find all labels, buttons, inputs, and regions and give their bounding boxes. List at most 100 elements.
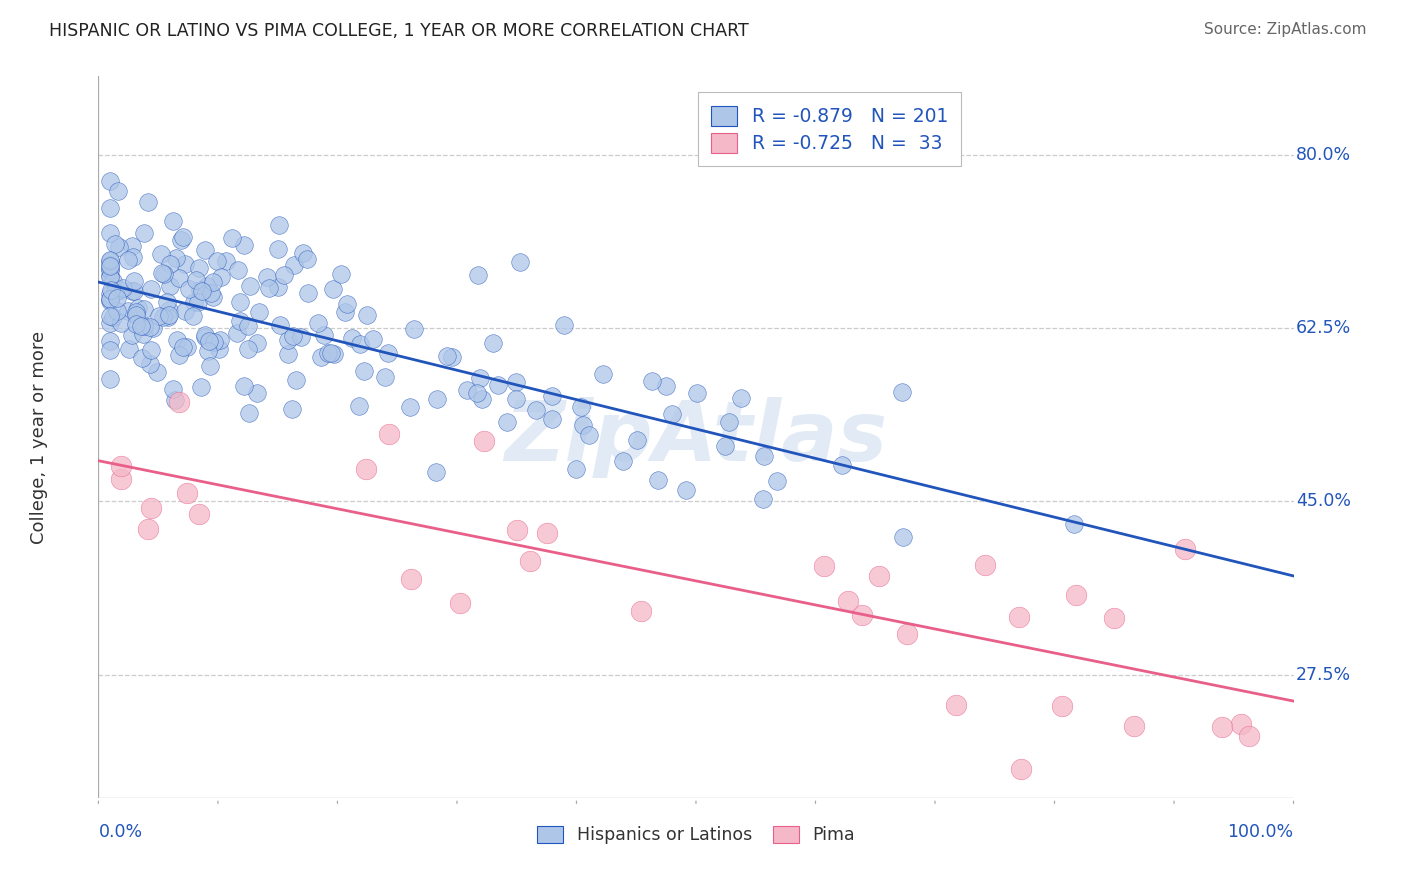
Point xyxy=(675,483,697,498)
Point xyxy=(281,328,304,343)
Point xyxy=(851,608,873,623)
Point xyxy=(208,342,231,356)
Point xyxy=(173,256,195,270)
Point xyxy=(98,258,122,272)
Point xyxy=(232,379,254,393)
Point xyxy=(536,525,558,540)
Point xyxy=(104,237,127,252)
Point xyxy=(564,462,586,476)
Point xyxy=(98,334,122,348)
Point xyxy=(277,333,299,347)
Point xyxy=(197,343,219,358)
Point xyxy=(1010,762,1032,776)
Point xyxy=(973,558,995,572)
Point xyxy=(121,239,143,253)
Point xyxy=(342,331,364,345)
Point xyxy=(139,282,162,296)
Point xyxy=(269,318,291,332)
Point xyxy=(98,292,122,306)
Text: 45.0%: 45.0% xyxy=(1296,492,1351,510)
Point xyxy=(612,454,634,468)
Point xyxy=(329,267,352,281)
Point xyxy=(718,415,741,429)
Point xyxy=(162,382,184,396)
Point xyxy=(540,412,562,426)
Point xyxy=(141,501,163,516)
Point xyxy=(107,184,129,198)
Point xyxy=(105,304,128,318)
Point xyxy=(98,260,122,274)
Point xyxy=(228,294,250,309)
Point xyxy=(398,400,420,414)
Point xyxy=(117,304,139,318)
Point xyxy=(205,254,228,268)
Point xyxy=(110,284,132,298)
Point xyxy=(198,359,221,373)
Point xyxy=(291,246,314,260)
Point xyxy=(233,238,256,252)
Point xyxy=(290,330,312,344)
Point xyxy=(505,375,527,389)
Point xyxy=(333,305,356,319)
Point xyxy=(194,244,217,258)
Point xyxy=(98,263,122,277)
Point xyxy=(404,321,426,335)
Point xyxy=(101,310,124,324)
Point xyxy=(309,350,332,364)
Point xyxy=(187,294,209,309)
Point xyxy=(471,392,494,406)
Point xyxy=(156,295,179,310)
Point xyxy=(125,304,148,318)
Point xyxy=(425,465,447,479)
Point xyxy=(150,247,173,261)
Point xyxy=(661,408,683,422)
Point xyxy=(467,268,489,283)
Point xyxy=(107,240,129,254)
Point xyxy=(353,364,375,378)
Point xyxy=(297,252,319,267)
Point xyxy=(1064,588,1087,602)
Text: 100.0%: 100.0% xyxy=(1227,823,1294,841)
Point xyxy=(322,282,344,296)
Point xyxy=(121,327,143,342)
Point xyxy=(131,351,153,365)
Point xyxy=(713,439,735,453)
Point xyxy=(136,194,159,209)
Point xyxy=(98,174,122,188)
Point xyxy=(122,285,145,299)
Point xyxy=(505,392,527,407)
Point xyxy=(198,334,221,349)
Point xyxy=(98,343,122,357)
Point xyxy=(1008,609,1031,624)
Text: ZipAtlas: ZipAtlas xyxy=(505,397,887,477)
Point xyxy=(363,332,385,346)
Point xyxy=(172,339,194,353)
Point xyxy=(236,342,259,356)
Point xyxy=(893,530,915,544)
Point xyxy=(655,379,678,393)
Point xyxy=(188,507,211,521)
Point xyxy=(374,370,396,384)
Point xyxy=(399,572,422,586)
Point xyxy=(506,523,529,537)
Point xyxy=(891,384,914,399)
Point xyxy=(167,347,190,361)
Point xyxy=(165,392,187,407)
Point xyxy=(354,462,377,476)
Point xyxy=(238,405,260,419)
Point xyxy=(284,373,307,387)
Point xyxy=(148,309,170,323)
Point xyxy=(195,279,218,293)
Point xyxy=(159,302,181,317)
Point xyxy=(256,270,278,285)
Point xyxy=(226,263,249,277)
Point xyxy=(156,310,179,324)
Point xyxy=(356,308,378,322)
Point xyxy=(470,371,492,385)
Point xyxy=(176,340,198,354)
Point xyxy=(187,261,209,276)
Point xyxy=(183,295,205,310)
Point xyxy=(170,233,193,247)
Point xyxy=(145,365,167,379)
Point xyxy=(1239,729,1261,743)
